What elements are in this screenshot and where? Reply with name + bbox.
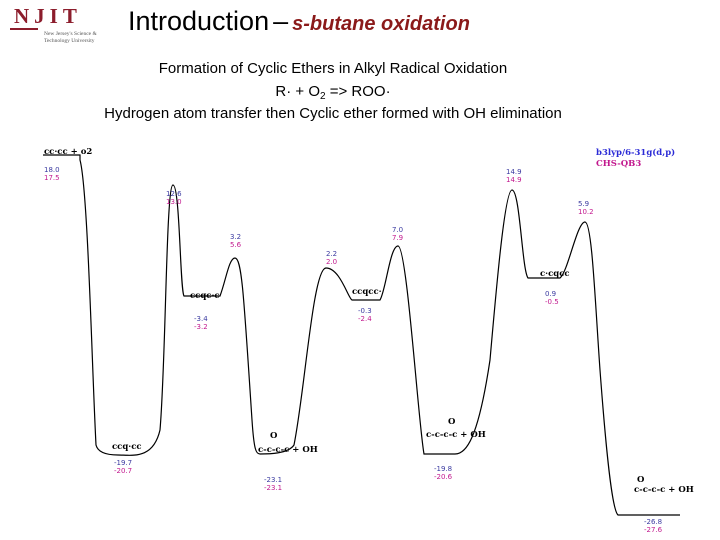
ether-1-oxygen: O (270, 431, 278, 441)
energy-b3-ts6: 5.9 (578, 200, 589, 208)
energy-b3-hydroperoxyalkyl-1: -3.4 (194, 315, 208, 323)
label-hydroperoxyalkyl-2: ccqcc· (352, 287, 382, 297)
label-peroxy-adduct: ccq·cc (112, 442, 142, 452)
title-main: Introduction (128, 6, 270, 36)
energy-b3-peroxy-adduct: -19.7 (114, 459, 132, 467)
energy-cbs-ts3: 2.0 (326, 258, 337, 266)
label-reactants: cc·cc + o2 (44, 147, 92, 157)
energy-b3-ts2: 3.2 (230, 233, 241, 241)
energy-b3-hydroperoxyalkyl-3: 0.9 (545, 290, 556, 298)
njit-logo: NJIT New Jersey's Science & Technology U… (8, 4, 100, 48)
logo-bar (10, 28, 38, 30)
energy-b3-ether-product-1: -23.1 (264, 476, 282, 484)
label-ether-product-3: c-c-c-c + OH (634, 485, 694, 495)
energy-b3-reactants: 18.0 (44, 166, 60, 174)
energy-b3-ts5: 14.9 (506, 168, 522, 176)
slide-title: Introduction – s-butane oxidation (128, 6, 470, 37)
ether-product-1: O c-c-c-c + OH (258, 431, 318, 455)
energy-cbs-hydroperoxyalkyl-1: -3.2 (194, 323, 208, 331)
logo-tagline-1: New Jersey's Science & (44, 31, 97, 37)
energy-b3-ether-product-2: -19.8 (434, 465, 452, 473)
logo-letters: NJIT (14, 4, 82, 28)
energy-b3-hydroperoxyalkyl-2: -0.3 (358, 307, 372, 315)
title-subtitle: s-butane oxidation (292, 13, 470, 35)
ether-product-2: O c-c-c-c + OH (426, 417, 486, 440)
energy-cbs-ts2: 5.6 (230, 241, 242, 249)
energy-cbs-ts6: 10.2 (578, 208, 594, 216)
energy-cbs-ts4: 7.9 (392, 234, 403, 242)
caption-line-2-sub: 2 (320, 91, 326, 102)
caption-line-1: Formation of Cyclic Ethers in Alkyl Radi… (158, 60, 508, 77)
energy-profile-curve (43, 154, 680, 516)
energy-b3-ether-product-3: -26.8 (644, 518, 662, 526)
energy-b3-ts3: 2.2 (326, 250, 337, 258)
energy-cbs-ether-product-1: -23.1 (264, 484, 282, 492)
energy-b3-ts1: 12.6 (166, 190, 182, 198)
logo-tagline-2: Technology University (44, 38, 95, 44)
energy-cbs-ts1: 13.0 (166, 198, 182, 206)
energy-b3-ts4: 7.0 (392, 226, 403, 234)
energy-cbs-reactants: 17.5 (44, 174, 60, 182)
label-hydroperoxyalkyl-3: c·cqcc (540, 269, 570, 279)
energy-cbs-hydroperoxyalkyl-2: -2.4 (358, 315, 372, 323)
legend-method-2: CHS-QB3 (596, 159, 641, 169)
label-ether-product-2: c-c-c-c + OH (426, 430, 486, 440)
energy-cbs-hydroperoxyalkyl-3: -0.5 (545, 298, 559, 306)
label-hydroperoxyalkyl-1: ccqc·c (190, 291, 220, 301)
ether-2-oxygen: O (448, 417, 456, 427)
caption-line-2-post: => ROO· (325, 83, 391, 100)
label-ether-product-1: c-c-c-c + OH (258, 445, 318, 455)
energy-cbs-peroxy-adduct: -20.7 (114, 467, 132, 475)
ether-product-3: O c-c-c-c + OH (634, 475, 694, 495)
energy-cbs-ether-product-2: -20.6 (434, 473, 453, 481)
caption-line-3: Hydrogen atom transfer then Cyclic ether… (104, 105, 562, 122)
energy-cbs-ether-product-3: -27.6 (644, 526, 663, 534)
caption-line-2: R· + O2 => ROO· (0, 83, 666, 102)
ether-3-oxygen: O (637, 475, 645, 485)
legend-method-1: b3lyp/6-31g(d,p) (596, 147, 675, 158)
energy-cbs-ts5: 14.9 (506, 176, 522, 184)
caption-line-2-pre: R· + O (275, 83, 320, 100)
title-dash: – (273, 6, 289, 36)
